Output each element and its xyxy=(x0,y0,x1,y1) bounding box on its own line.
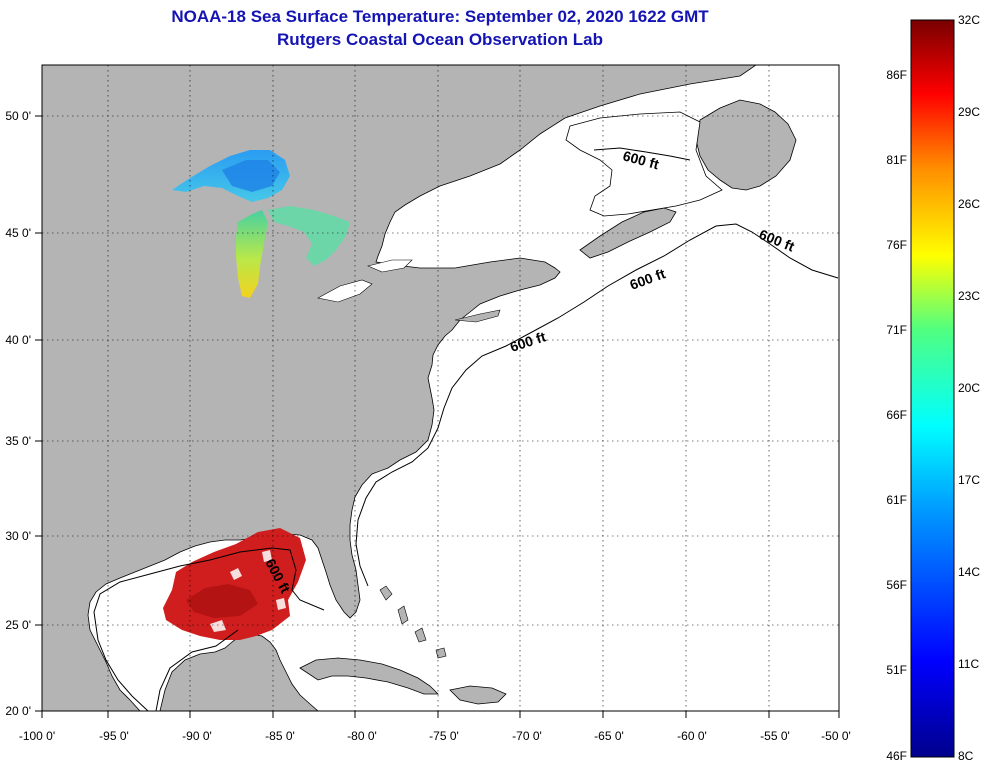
fahrenheit-label: 71F xyxy=(886,323,907,337)
color-scale xyxy=(910,19,955,758)
fahrenheit-label: 66F xyxy=(886,408,907,422)
lon-label: -50 0' xyxy=(821,729,851,743)
lon-label: -75 0' xyxy=(429,729,459,743)
celsius-label: 17C xyxy=(958,473,980,487)
sst-swath-gaps xyxy=(210,550,286,632)
lat-label: 45 0' xyxy=(5,226,31,240)
lon-label: -100 0' xyxy=(19,729,55,743)
axis-ticks xyxy=(35,115,840,718)
land-hispaniola xyxy=(449,685,507,705)
lat-label: 30 0' xyxy=(5,529,31,543)
lat-label: 50 0' xyxy=(5,109,31,123)
celsius-label: 11C xyxy=(958,657,979,671)
gulf-st-lawrence xyxy=(565,111,723,217)
lon-label: -70 0' xyxy=(512,729,542,743)
fahrenheit-label: 46F xyxy=(886,749,907,763)
map-border xyxy=(41,64,840,712)
fahrenheit-label: 51F xyxy=(886,663,907,677)
fahrenheit-label: 61F xyxy=(886,493,907,507)
celsius-label: 32C xyxy=(958,13,980,27)
celsius-label: 26C xyxy=(958,197,980,211)
celsius-label: 29C xyxy=(958,105,980,119)
lon-label: -55 0' xyxy=(760,729,790,743)
land-north-america xyxy=(42,65,757,711)
lat-label: 40 0' xyxy=(5,333,31,347)
colorbar-fahrenheit-labels: 86F 81F 76F 71F 66F 61F 56F 51F 46F xyxy=(886,68,907,763)
fahrenheit-label: 56F xyxy=(886,578,907,592)
isobath-600ft-stlawrence xyxy=(593,147,691,161)
celsius-label: 20C xyxy=(958,381,980,395)
isobath-600ft-yucatan xyxy=(155,629,239,711)
lat-label: 20 0' xyxy=(5,704,31,718)
lon-label: -90 0' xyxy=(182,729,212,743)
isobath-600ft-gulf xyxy=(93,547,325,711)
lake-michigan xyxy=(236,210,268,298)
celsius-label: 14C xyxy=(958,565,980,579)
lon-label: -60 0' xyxy=(677,729,707,743)
lake-superior-cold-core xyxy=(222,160,280,192)
color-bar xyxy=(910,19,955,758)
lake-ontario xyxy=(367,259,413,273)
fahrenheit-label: 81F xyxy=(886,153,907,167)
isobath-600ft-east xyxy=(355,223,839,587)
lon-label: -65 0' xyxy=(594,729,624,743)
celsius-label: 8C xyxy=(958,749,974,763)
lat-label: 35 0' xyxy=(5,434,31,448)
fahrenheit-label: 86F xyxy=(886,68,907,82)
lake-erie xyxy=(317,279,373,303)
lon-label: -95 0' xyxy=(99,729,129,743)
colorbar-celsius-labels: 32C 29C 26C 23C 20C 17C 14C 11C 8C xyxy=(958,13,980,763)
fahrenheit-label: 76F xyxy=(886,238,907,252)
land-cuba xyxy=(299,657,439,695)
map-title: NOAA-18 Sea Surface Temperature: Septemb… xyxy=(171,7,709,26)
celsius-label: 23C xyxy=(958,289,980,303)
land-bahamas xyxy=(379,585,447,659)
map-subtitle: Rutgers Coastal Ocean Observation Lab xyxy=(277,30,603,49)
land-long-island xyxy=(454,309,501,323)
lon-axis: -100 0' -95 0' -90 0' -85 0' -80 0' -75 … xyxy=(19,729,851,743)
sst-swath-warm-core xyxy=(186,584,258,618)
lat-axis: 50 0' 45 0' 40 0' 35 0' 30 0' 25 0' 20 0… xyxy=(5,109,31,718)
lon-label: -85 0' xyxy=(265,729,295,743)
lat-label: 25 0' xyxy=(5,618,31,632)
lake-huron xyxy=(268,206,350,266)
land-newfoundland xyxy=(695,99,797,191)
lon-label: -80 0' xyxy=(347,729,377,743)
